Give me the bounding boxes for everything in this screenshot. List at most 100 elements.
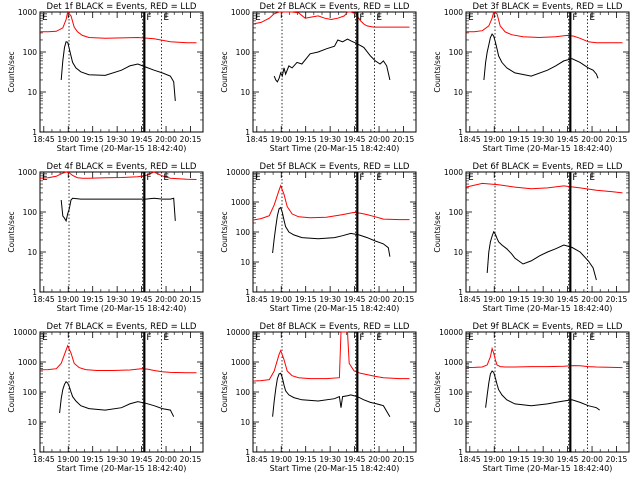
flag-letter: E [163,333,169,343]
x-tick-label: 19:30 [106,135,128,144]
series-lld-line [252,11,410,28]
x-tick-label: 20:00 [155,455,177,464]
y-tick-label: 100 [23,48,38,57]
plot-frame [465,11,630,133]
x-tick-label: 19:45 [131,135,153,144]
x-tick-label: 19:15 [295,135,317,144]
y-axis-label: Counts/sec [220,211,229,252]
y-tick-label: 1 [458,288,463,297]
flag-letter: F [146,173,151,183]
panel-title: Det 7f BLACK = Events, RED = LLD [47,322,197,332]
y-tick-label: 10 [240,88,250,97]
series-lld-line [39,344,197,374]
series-lld-line [252,184,410,221]
y-tick-label: 10 [27,88,37,97]
x-tick-label: 19:00 [270,295,292,304]
series-events-line [60,197,176,223]
x-tick-label: 19:30 [532,295,554,304]
x-tick-label: 19:15 [508,295,530,304]
x-tick-label: 19:00 [57,455,79,464]
x-tick-label: 19:30 [319,135,341,144]
flag-letter: E [376,333,382,343]
x-tick-label: 19:15 [295,295,317,304]
x-tick-label: 19:15 [82,295,104,304]
panel-det-3: Det 3f BLACK = Events, RED = LLD 1 10 100 10… [433,2,630,153]
series-lld-line [252,331,410,382]
x-tick-label: 19:00 [57,135,79,144]
y-tick-label: 1 [458,128,463,137]
x-tick-label: 19:30 [319,295,341,304]
x-tick-label: 20:00 [368,295,390,304]
flag-letter: E [376,173,382,183]
flag-letter: F [146,333,151,343]
x-tick-label: 20:00 [368,455,390,464]
y-axis-label: Counts/sec [433,371,442,412]
panel-det-7: Det 7f BLACK = Events, RED = LLD 1 10 100 10… [7,322,204,473]
flag-letter: E [255,173,261,183]
y-tick-label: 10 [240,418,250,427]
panel-det-6: Det 6f BLACK = Events, RED = LLD 1 10 100 10… [433,162,630,313]
x-axis-label: Start Time (20-Mar-15 18:42:40) [57,144,187,153]
x-tick-label: 18:45 [33,295,55,304]
x-tick-label: 19:30 [106,295,128,304]
y-axis-label: Counts/sec [7,211,16,252]
y-tick-label: 1000 [18,168,37,177]
y-axis-label: Counts/sec [7,371,16,412]
y-tick-label: 10 [27,248,37,257]
y-tick-label: 1 [32,128,37,137]
flag-letter: E [589,13,595,23]
series-events-line [483,33,599,81]
flag-letter: F [572,173,577,183]
y-tick-label: 1 [245,288,250,297]
flag-letter: E [255,333,261,343]
panel-det-9: Det 9f BLACK = Events, RED = LLD 1 10 100 10… [433,322,630,473]
x-tick-label: 19:00 [270,455,292,464]
x-tick-label: 20:15 [180,295,202,304]
x-tick-label: 18:45 [33,135,55,144]
y-tick-label: 100 [236,228,251,237]
x-tick-label: 20:00 [581,135,603,144]
x-tick-label: 19:00 [483,295,505,304]
x-tick-label: 20:00 [581,295,603,304]
panel-title: Det 4f BLACK = Events, RED = LLD [47,162,197,172]
x-tick-label: 20:00 [155,135,177,144]
series-events-line [272,372,391,417]
x-tick-label: 19:30 [532,135,554,144]
panel-title: Det 6f BLACK = Events, RED = LLD [473,162,623,172]
flag-letter: E [468,13,474,23]
y-tick-label: 100 [449,208,464,217]
y-tick-label: 1000 [231,8,250,17]
y-tick-label: 10 [453,248,463,257]
x-tick-label: 19:15 [508,135,530,144]
panel-title: Det 9f BLACK = Events, RED = LLD [473,322,623,332]
flag-letter: F [359,333,364,343]
flag-letter: E [255,13,261,23]
x-tick-label: 19:30 [319,455,341,464]
x-tick-label: 19:45 [131,455,153,464]
y-tick-label: 1000 [444,168,463,177]
x-axis-label: Start Time (20-Mar-15 18:42:40) [270,464,400,473]
flag-letter: E [163,173,169,183]
y-tick-label: 1000 [18,358,37,367]
plot-frame [465,331,630,453]
y-tick-label: 10 [453,418,463,427]
y-tick-label: 10 [240,258,250,267]
x-tick-label: 19:45 [344,135,366,144]
x-tick-label: 20:15 [606,295,628,304]
x-tick-label: 19:15 [82,135,104,144]
x-tick-label: 19:00 [270,135,292,144]
plot-frame [252,11,417,133]
plot-frame [39,11,204,133]
panel-title: Det 2f BLACK = Events, RED = LLD [260,2,410,12]
series-lld-line [466,11,623,44]
flag-letter: E [42,13,48,23]
x-tick-label: 18:45 [246,135,268,144]
x-tick-label: 18:45 [459,455,481,464]
x-tick-label: 18:45 [459,135,481,144]
y-tick-label: 100 [23,388,38,397]
series-events-line [273,38,391,83]
y-tick-label: 100 [236,388,251,397]
y-tick-label: 1 [458,448,463,457]
x-axis-label: Start Time (20-Mar-15 18:42:40) [57,464,187,473]
